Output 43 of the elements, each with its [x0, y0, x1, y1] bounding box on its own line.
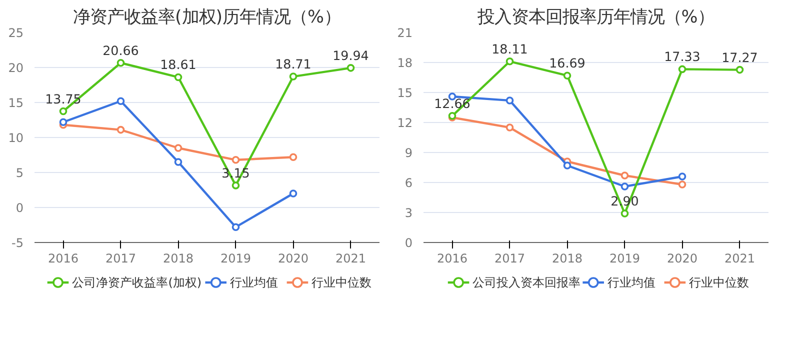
x-tick-label: 2021 [335, 252, 366, 266]
data-label: 20.66 [102, 42, 139, 58]
legend-label: 行业中位数 [689, 276, 750, 290]
data-label: 18.61 [160, 57, 196, 72]
y-tick-label: 18 [397, 56, 413, 70]
x-tick-label: 2016 [48, 252, 79, 266]
y-tick-label: 10 [8, 131, 24, 145]
legend-label: 行业均值 [230, 276, 278, 290]
y-tick-label: 21 [397, 26, 413, 40]
y-tick-label: 25 [8, 26, 24, 40]
x-tick-label: 2018 [162, 252, 194, 266]
data-label: 17.33 [664, 49, 700, 64]
y-tick-label: 0 [16, 201, 24, 215]
x-tick-label: 2018 [552, 252, 583, 266]
y-tick-label: 9 [404, 146, 413, 160]
legend-label: 公司投入资本回报率 [472, 276, 581, 290]
legend-label: 行业中位数 [312, 276, 372, 290]
y-tick-label: 20 [8, 61, 24, 75]
y-tick-label: 0 [404, 236, 413, 250]
chart-title: 投入资本回报率历年情况（%） [476, 8, 715, 28]
x-tick-label: 2021 [724, 252, 756, 266]
y-tick-label: 5 [16, 166, 24, 180]
y-tick-label: 15 [8, 96, 24, 110]
x-tick-label: 2020 [278, 252, 309, 266]
y-tick-label: 3 [404, 206, 413, 220]
x-tick-label: 2019 [220, 252, 252, 266]
x-tick-label: 2017 [494, 252, 526, 266]
y-tick-label: -5 [12, 236, 24, 250]
x-tick-label: 2019 [609, 252, 640, 266]
data-label: 17.27 [722, 50, 758, 65]
chart-title: 净资产收益率(加权)历年情况（%） [73, 8, 342, 28]
data-label: 19.94 [332, 48, 369, 63]
y-tick-label: 12 [397, 116, 413, 130]
legend-label: 公司净资产收益率(加权) [72, 276, 202, 290]
y-tick-label: 6 [404, 176, 413, 190]
data-label: 16.69 [549, 56, 586, 71]
y-tick-label: 15 [397, 86, 413, 100]
x-tick-label: 2017 [105, 252, 136, 266]
legend-label: 行业均值 [608, 276, 656, 290]
data-label: 18.71 [275, 56, 312, 72]
x-tick-label: 2016 [436, 252, 468, 266]
data-label: 18.11 [492, 41, 528, 56]
x-tick-label: 2020 [666, 252, 698, 266]
